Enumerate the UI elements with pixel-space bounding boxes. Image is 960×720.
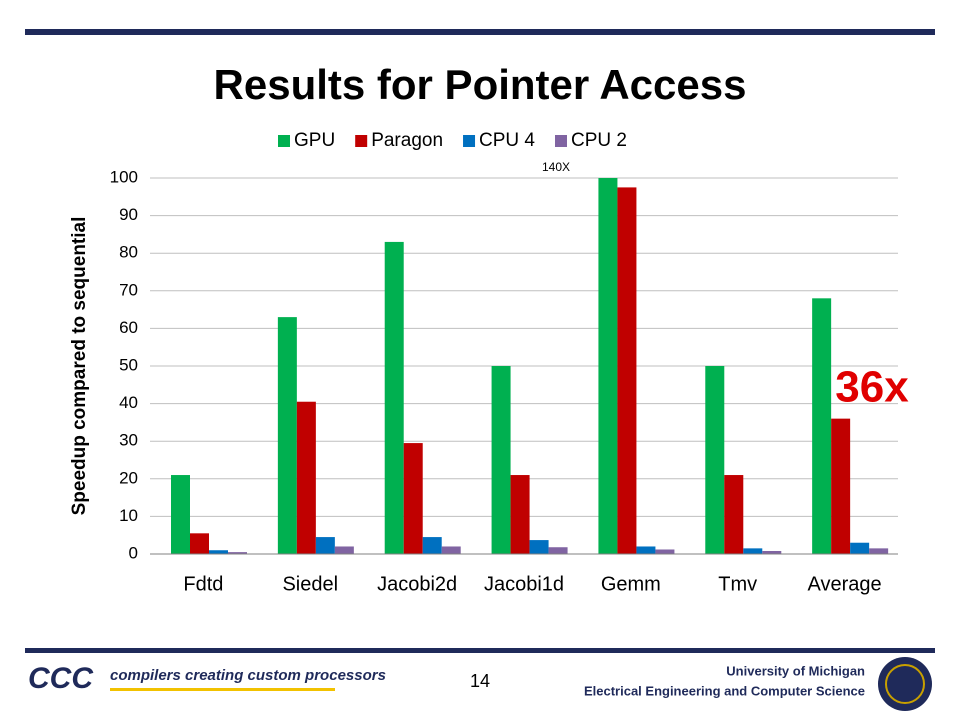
legend-swatch (463, 135, 476, 147)
plot: 0 10 20 30 40 50 60 70 80 90 100 Fdtd Siedel Jacobi2d… (110, 167, 898, 595)
bar (315, 537, 335, 554)
bar (510, 475, 530, 554)
seal-ring (885, 664, 925, 704)
bar (422, 537, 442, 554)
bar (548, 547, 568, 554)
bars (171, 178, 889, 554)
bar (190, 533, 209, 554)
department: Electrical Engineering and Computer Scie… (584, 683, 865, 698)
bar (228, 552, 247, 554)
x-tick-label: Jacobi1d (484, 573, 564, 595)
y-axis-label: Speedup compared to sequential (69, 217, 90, 516)
bar (441, 546, 461, 554)
bar (724, 475, 744, 554)
annotation: 140X (542, 160, 570, 174)
page-number: 14 (470, 671, 490, 691)
bar (171, 475, 190, 554)
y-tick-label: 60 (119, 318, 138, 337)
bar (617, 187, 637, 554)
legend-label: CPU 2 (571, 130, 627, 151)
bar (743, 548, 763, 554)
x-tick-label: Tmv (718, 573, 757, 595)
bar (850, 542, 870, 554)
bar (334, 546, 354, 554)
legend-swatch (555, 135, 567, 147)
university: University of Michigan (726, 663, 865, 678)
bar (655, 549, 675, 554)
y-tick-label: 0 (129, 543, 138, 562)
legend-label: GPU (294, 130, 335, 151)
x-tick-label: Jacobi2d (377, 573, 457, 595)
y-tick-label: 50 (119, 355, 138, 374)
bar (296, 401, 316, 554)
y-tick-label: 10 (119, 506, 138, 525)
x-tick-label: Fdtd (183, 573, 223, 595)
annotation: 36x (835, 363, 909, 412)
legend-label: CPU 4 (479, 130, 535, 151)
bar (529, 540, 549, 554)
y-tick-label: 30 (119, 431, 138, 450)
chart-title: Results for Pointer Access (214, 61, 747, 108)
bar (762, 550, 782, 554)
x-tick-label: Average (808, 573, 882, 595)
bar (209, 550, 228, 554)
bar (403, 443, 423, 554)
bar (812, 298, 832, 554)
y-tick-label: 40 (119, 393, 138, 412)
x-tick-label: Siedel (282, 573, 338, 595)
bar (491, 366, 511, 554)
bar (869, 548, 889, 554)
top-rule (25, 29, 935, 35)
y-tick-label: 100 (110, 167, 138, 186)
x-tick-label: Gemm (601, 573, 661, 595)
bar (636, 546, 656, 554)
bar (384, 241, 404, 554)
bottom-rule (25, 648, 935, 653)
y-tick-label: 90 (119, 205, 138, 224)
legend-label: Paragon (371, 130, 443, 151)
y-tick-label: 20 (119, 468, 138, 487)
legend-swatch (355, 135, 368, 147)
y-tick-label: 80 (119, 243, 138, 262)
tagline-underline (110, 688, 335, 691)
bar (705, 366, 725, 554)
bar (831, 418, 851, 554)
bar (277, 317, 297, 554)
y-tick-label: 70 (119, 280, 138, 299)
bar (598, 178, 618, 554)
legend-swatch (278, 135, 290, 147)
logo: CCC (28, 662, 94, 695)
tagline: compilers creating custom processors (110, 667, 386, 684)
